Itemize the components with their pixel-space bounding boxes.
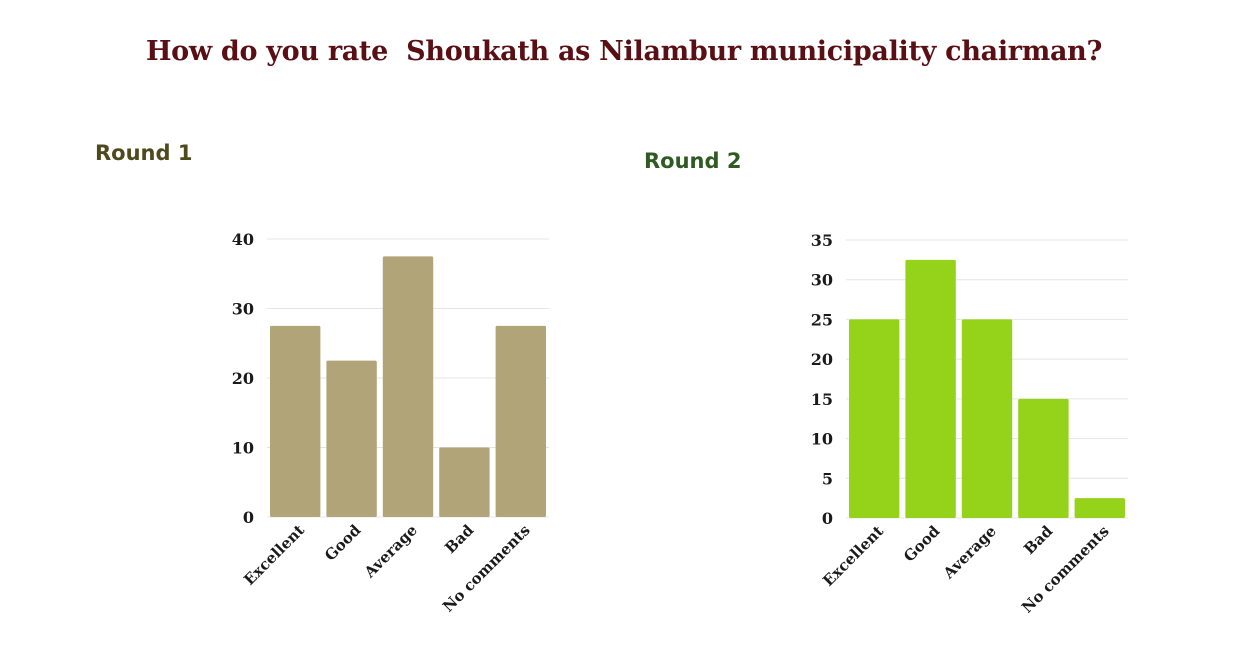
- x-tick-label: Excellent: [240, 521, 308, 589]
- x-tick-label: Average: [939, 522, 1000, 583]
- y-tick-label: 30: [811, 271, 833, 290]
- page-title: How do you rate Shoukath as Nilambur mun…: [145, 36, 1103, 67]
- bar-average: [961, 319, 1013, 518]
- x-tick-label: Bad: [441, 521, 477, 557]
- bar-excellent: [270, 325, 321, 517]
- bar-bad: [439, 447, 490, 517]
- bar-average: [382, 256, 434, 517]
- x-tick-label: Average: [360, 521, 421, 582]
- y-tick-label: 10: [811, 430, 833, 449]
- y-tick-label: 30: [232, 300, 254, 319]
- y-tick-label: 0: [243, 508, 254, 527]
- x-tick-label: Good: [900, 522, 944, 566]
- bar-good: [326, 360, 377, 517]
- bar-no-comments: [1074, 498, 1125, 518]
- y-tick-label: 10: [232, 439, 254, 458]
- y-tick-label: 15: [811, 390, 833, 409]
- bar-bad: [1018, 398, 1069, 518]
- chart-title-round-2: Round 2: [644, 149, 742, 173]
- x-tick-label: Bad: [1020, 522, 1056, 558]
- chart-title-round-1: Round 1: [95, 141, 193, 165]
- y-tick-label: 40: [232, 230, 254, 249]
- x-tick-label: Excellent: [819, 522, 887, 590]
- bar-excellent: [849, 319, 900, 518]
- bar-good: [905, 259, 956, 518]
- y-tick-label: 35: [811, 231, 833, 250]
- x-tick-label: Good: [321, 521, 365, 565]
- bar-no-comments: [495, 325, 546, 517]
- y-tick-label: 20: [232, 369, 254, 388]
- y-tick-label: 25: [811, 310, 833, 329]
- y-tick-label: 20: [811, 350, 833, 369]
- y-tick-label: 0: [822, 509, 833, 528]
- y-tick-label: 5: [822, 469, 833, 488]
